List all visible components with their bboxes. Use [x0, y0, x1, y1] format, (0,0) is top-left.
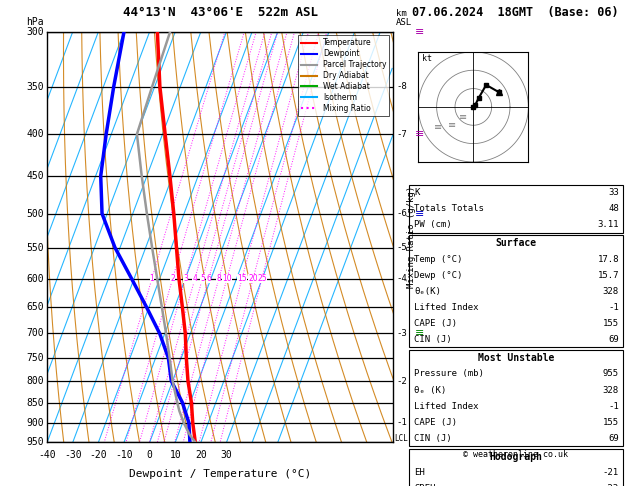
Text: Dewp (°C): Dewp (°C)	[414, 271, 462, 280]
Text: -10: -10	[115, 450, 133, 460]
Legend: Temperature, Dewpoint, Parcel Trajectory, Dry Adiabat, Wet Adiabat, Isotherm, Mi: Temperature, Dewpoint, Parcel Trajectory…	[298, 35, 389, 116]
Text: 850: 850	[26, 398, 44, 408]
Text: Most Unstable: Most Unstable	[477, 353, 554, 363]
Text: 8: 8	[216, 274, 221, 283]
Text: 600: 600	[26, 274, 44, 283]
Text: -5: -5	[396, 243, 407, 252]
Text: LCL: LCL	[394, 434, 408, 443]
Text: Dewpoint / Temperature (°C): Dewpoint / Temperature (°C)	[129, 469, 311, 479]
Text: 300: 300	[26, 27, 44, 36]
Text: -3: -3	[396, 329, 407, 338]
Text: ≡: ≡	[415, 27, 424, 36]
Text: 10: 10	[222, 274, 231, 283]
Text: CAPE (J): CAPE (J)	[414, 319, 457, 328]
Text: 33: 33	[608, 188, 619, 197]
Text: 155: 155	[603, 417, 619, 427]
Text: Pressure (mb): Pressure (mb)	[414, 369, 484, 379]
Text: 48: 48	[608, 204, 619, 213]
Text: ≡: ≡	[415, 208, 424, 219]
Text: -21: -21	[603, 468, 619, 477]
Text: -30: -30	[64, 450, 82, 460]
Text: SREH: SREH	[414, 484, 435, 486]
Text: 30: 30	[221, 450, 233, 460]
Text: Mixing Ratio (g/kg): Mixing Ratio (g/kg)	[408, 186, 416, 288]
Text: 07.06.2024  18GMT  (Base: 06): 07.06.2024 18GMT (Base: 06)	[413, 6, 619, 19]
Text: EH: EH	[414, 468, 425, 477]
Text: 955: 955	[603, 369, 619, 379]
Text: 20: 20	[195, 450, 207, 460]
Text: -8: -8	[396, 82, 407, 91]
Text: hPa: hPa	[26, 17, 44, 27]
Text: 328: 328	[603, 287, 619, 296]
Text: CIN (J): CIN (J)	[414, 335, 452, 344]
Text: 155: 155	[603, 319, 619, 328]
Text: km
ASL: km ASL	[396, 9, 413, 27]
Text: 350: 350	[26, 82, 44, 91]
Text: Temp (°C): Temp (°C)	[414, 255, 462, 264]
Text: 20: 20	[248, 274, 258, 283]
Text: 900: 900	[26, 418, 44, 428]
Text: 10: 10	[169, 450, 181, 460]
Text: -4: -4	[396, 274, 407, 283]
Text: 6: 6	[206, 274, 211, 283]
Text: -7: -7	[396, 130, 407, 139]
Text: CAPE (J): CAPE (J)	[414, 417, 457, 427]
Text: 3.11: 3.11	[598, 220, 619, 229]
Text: 44°13'N  43°06'E  522m ASL: 44°13'N 43°06'E 522m ASL	[123, 6, 318, 19]
Text: 0: 0	[147, 450, 153, 460]
Text: 17.8: 17.8	[598, 255, 619, 264]
Text: 69: 69	[608, 335, 619, 344]
Text: -40: -40	[38, 450, 56, 460]
Text: -2: -2	[396, 377, 407, 385]
Text: ≡: ≡	[448, 120, 456, 130]
Text: 950: 950	[26, 437, 44, 447]
Text: -20: -20	[89, 450, 107, 460]
Text: 5: 5	[200, 274, 205, 283]
Text: CIN (J): CIN (J)	[414, 434, 452, 443]
Text: 700: 700	[26, 329, 44, 338]
Text: -6: -6	[396, 209, 407, 218]
Text: 328: 328	[603, 385, 619, 395]
Text: 25: 25	[257, 274, 267, 283]
Text: PW (cm): PW (cm)	[414, 220, 452, 229]
Text: 450: 450	[26, 171, 44, 181]
Text: θₑ (K): θₑ (K)	[414, 385, 446, 395]
Text: ≡: ≡	[434, 122, 442, 132]
Text: © weatheronline.co.uk: © weatheronline.co.uk	[464, 450, 568, 459]
Text: ≡: ≡	[415, 129, 424, 139]
Text: 400: 400	[26, 129, 44, 139]
Text: Surface: Surface	[495, 238, 537, 248]
Text: ≡: ≡	[459, 112, 467, 122]
Text: 750: 750	[26, 353, 44, 363]
Text: 3: 3	[183, 274, 188, 283]
Text: -23: -23	[603, 484, 619, 486]
Text: Totals Totals: Totals Totals	[414, 204, 484, 213]
Text: 650: 650	[26, 302, 44, 312]
Text: kt: kt	[422, 54, 432, 63]
Text: 800: 800	[26, 376, 44, 386]
Text: Hodograph: Hodograph	[489, 451, 542, 462]
Text: 69: 69	[608, 434, 619, 443]
Text: K: K	[414, 188, 420, 197]
Text: 2: 2	[170, 274, 175, 283]
Text: 550: 550	[26, 243, 44, 253]
Text: ≡: ≡	[415, 329, 424, 338]
Text: -1: -1	[608, 401, 619, 411]
Text: 15.7: 15.7	[598, 271, 619, 280]
Text: Lifted Index: Lifted Index	[414, 401, 479, 411]
Text: -1: -1	[608, 303, 619, 312]
Text: 15: 15	[237, 274, 247, 283]
Text: 4: 4	[192, 274, 198, 283]
Text: 500: 500	[26, 208, 44, 219]
Text: θₑ(K): θₑ(K)	[414, 287, 441, 296]
Text: 1: 1	[150, 274, 154, 283]
Text: Lifted Index: Lifted Index	[414, 303, 479, 312]
Text: -1: -1	[396, 418, 407, 428]
